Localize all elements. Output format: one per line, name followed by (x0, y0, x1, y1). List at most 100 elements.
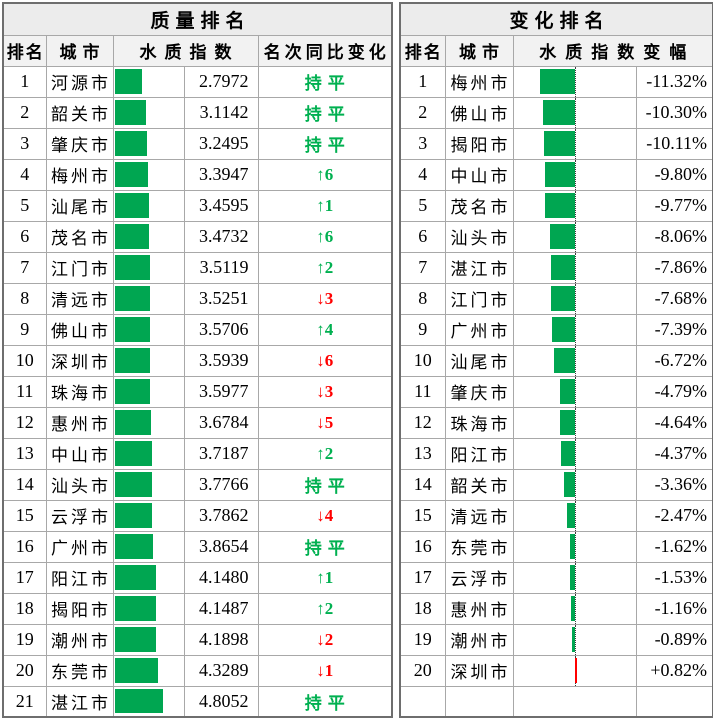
delta-value-cell: -10.11% (635, 127, 713, 160)
index-data-bar (114, 347, 151, 373)
delta-value-cell: -1.53% (635, 561, 713, 594)
delta-data-bar (569, 533, 575, 559)
change-title-row: 变化排名 (399, 2, 713, 36)
city-cell: 茂名市 (444, 189, 514, 222)
change-indicator-cell: ↑1 (257, 189, 393, 222)
city-cell: 珠海市 (45, 375, 114, 408)
delta-value-cell: -6.72% (635, 344, 713, 377)
rank-cell: 7 (399, 251, 446, 284)
index-data-bar (114, 409, 152, 435)
change-indicator-cell: ↑6 (257, 158, 393, 191)
delta-data-bar (550, 254, 575, 280)
change-table-title: 变化排名 (399, 2, 713, 36)
delta-bar-cell (512, 127, 637, 160)
change-table-row: 4 中山市 -9.80% (399, 158, 713, 191)
rank-cell: 18 (2, 592, 47, 625)
delta-data-bar (543, 99, 575, 125)
delta-data-bar (543, 130, 575, 156)
index-bar-cell (112, 468, 185, 501)
delta-value-cell: -7.86% (635, 251, 713, 284)
quality-table-row: 13 中山市 3.7187 ↑2 (2, 437, 393, 470)
city-cell: 江门市 (444, 282, 514, 315)
change-indicator-cell: ↓3 (257, 375, 393, 408)
delta-data-bar (574, 657, 578, 683)
index-value-cell: 3.7862 (183, 499, 259, 532)
city-cell: 梅州市 (444, 65, 514, 98)
rank-cell: 6 (2, 220, 47, 253)
delta-data-bar (571, 626, 575, 652)
city-cell: 佛山市 (444, 96, 514, 129)
quality-title-row: 质量排名 (2, 2, 393, 36)
quality-table-row: 10 深圳市 3.5939 ↓6 (2, 344, 393, 377)
delta-bar-cell (512, 220, 637, 253)
index-bar-cell (112, 251, 185, 284)
delta-bar-cell (512, 313, 637, 346)
zero-axis-line (574, 315, 576, 344)
rank-cell: 3 (399, 127, 446, 160)
city-cell: 深圳市 (444, 654, 514, 687)
index-data-bar (114, 254, 150, 280)
rank-cell: 11 (399, 375, 446, 408)
index-bar-cell (112, 530, 185, 563)
index-bar-cell (112, 561, 185, 594)
city-cell: 揭阳市 (444, 127, 514, 160)
zero-axis-line (574, 222, 576, 251)
quality-table-row: 8 清远市 3.5251 ↓3 (2, 282, 393, 315)
index-value-cell: 3.5939 (183, 344, 259, 377)
delta-bar-cell (512, 406, 637, 439)
zero-axis-line (574, 594, 576, 623)
index-value-cell: 3.5119 (183, 251, 259, 284)
delta-value-cell: -9.80% (635, 158, 713, 191)
rank-cell: 1 (2, 65, 47, 98)
city-cell: 汕头市 (45, 468, 114, 501)
delta-bar-cell (512, 375, 637, 408)
rank-cell: 4 (2, 158, 47, 191)
city-cell: 梅州市 (45, 158, 114, 191)
rank-cell (399, 685, 446, 718)
rank-cell: 13 (2, 437, 47, 470)
change-table-row: 13 阳江市 -4.37% (399, 437, 713, 470)
change-indicator-cell: ↓6 (257, 344, 393, 377)
zero-axis-line (574, 501, 576, 530)
rank-cell: 9 (2, 313, 47, 346)
quality-table-row: 17 阳江市 4.1480 ↑1 (2, 561, 393, 594)
index-value-cell: 3.4732 (183, 220, 259, 253)
delta-data-bar (544, 161, 575, 187)
index-value-cell: 3.5977 (183, 375, 259, 408)
delta-data-bar (554, 347, 575, 373)
rank-cell: 5 (399, 189, 446, 222)
delta-data-bar (551, 285, 575, 311)
zero-axis-line (574, 408, 576, 437)
city-cell: 云浮市 (444, 561, 514, 594)
change-table-row: 2 佛山市 -10.30% (399, 96, 713, 129)
delta-bar-cell (512, 561, 637, 594)
index-value-cell: 3.6784 (183, 406, 259, 439)
city-cell: 潮州市 (444, 623, 514, 656)
quality-table-title: 质量排名 (2, 2, 393, 36)
index-bar-cell (112, 654, 185, 687)
zero-axis-line (574, 470, 576, 499)
change-table-row: 19 潮州市 -0.89% (399, 623, 713, 656)
index-bar-cell (112, 592, 185, 625)
change-indicator-cell: ↑2 (257, 592, 393, 625)
zero-axis-line (574, 129, 576, 158)
index-value-cell: 3.7187 (183, 437, 259, 470)
city-cell: 中山市 (444, 158, 514, 191)
quality-table-row: 4 梅州市 3.3947 ↑6 (2, 158, 393, 191)
index-data-bar (114, 68, 143, 94)
change-table-row: 11 肇庆市 -4.79% (399, 375, 713, 408)
delta-bar-cell (512, 437, 637, 470)
quality-table-row: 18 揭阳市 4.1487 ↑2 (2, 592, 393, 625)
change-table-row: 6 汕头市 -8.06% (399, 220, 713, 253)
index-value-cell: 3.8654 (183, 530, 259, 563)
city-cell: 韶关市 (45, 96, 114, 129)
city-cell: 清远市 (45, 282, 114, 315)
index-bar-cell (112, 685, 185, 718)
zero-axis-line (574, 563, 576, 592)
index-bar-cell (112, 189, 185, 222)
city-cell: 茂名市 (45, 220, 114, 253)
quality-table-row: 19 潮州市 4.1898 ↓2 (2, 623, 393, 656)
delta-data-bar (552, 316, 575, 342)
index-value-cell: 3.2495 (183, 127, 259, 160)
change-indicator-cell: ↑2 (257, 437, 393, 470)
